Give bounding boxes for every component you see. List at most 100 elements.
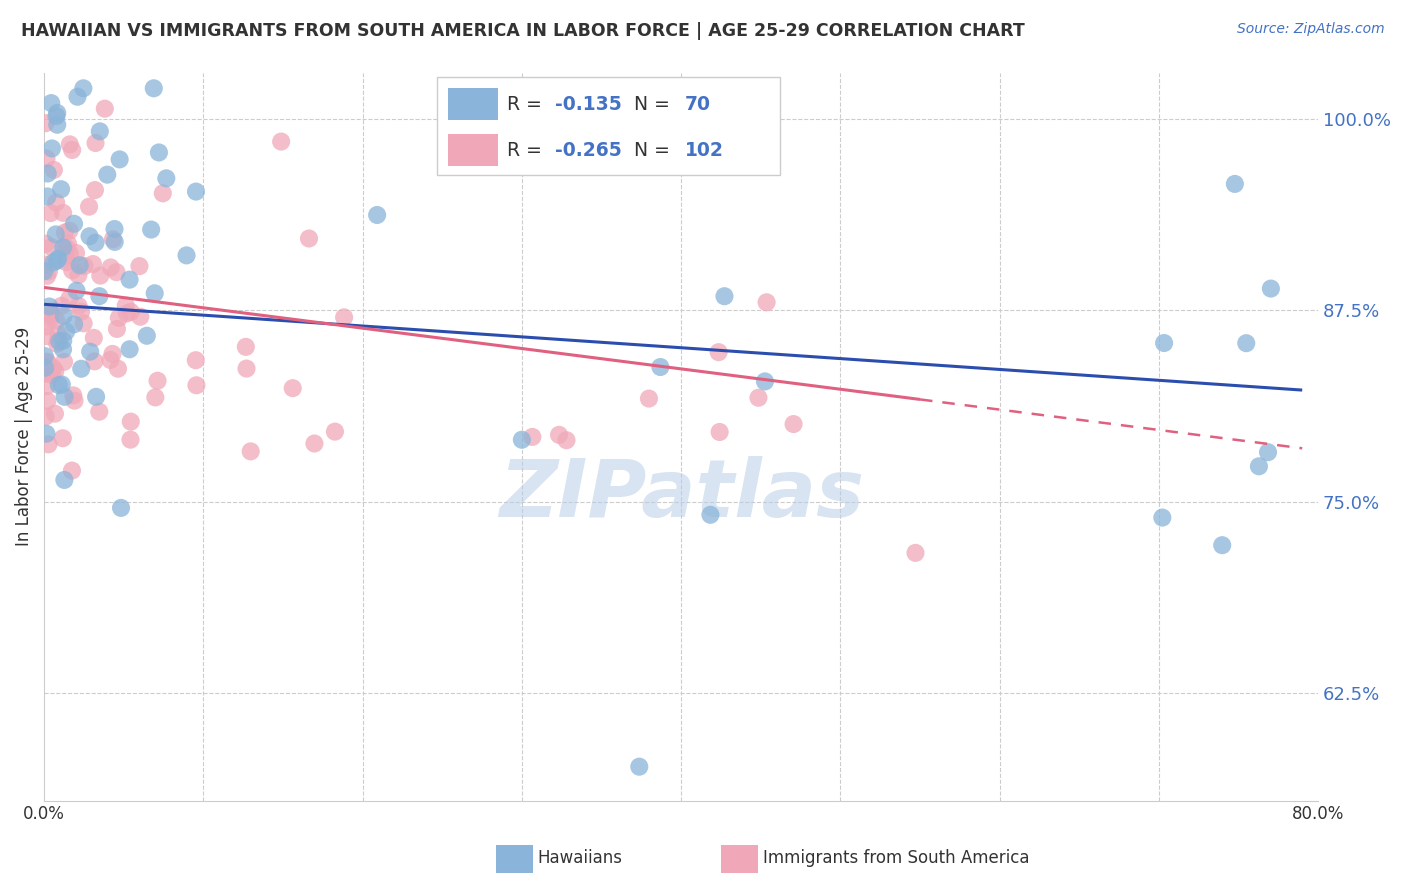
Text: 70: 70	[685, 95, 711, 113]
Point	[35, 426, 58, 441]
Point	[69, 258, 91, 272]
Point	[35, 236, 58, 251]
Point	[46, 252, 69, 266]
Point	[62, 388, 84, 402]
Point	[128, 259, 150, 273]
Point	[904, 546, 927, 560]
Point	[52, 431, 75, 445]
Point	[35, 409, 58, 424]
Point	[52, 240, 75, 254]
Point	[53, 390, 76, 404]
Point	[77, 200, 100, 214]
Point	[56, 236, 79, 251]
Point	[46, 326, 69, 341]
Text: Hawaiians: Hawaiians	[537, 849, 621, 867]
Text: R =: R =	[506, 141, 547, 160]
Point	[37, 166, 59, 180]
Point	[53, 226, 76, 240]
Point	[55, 241, 77, 255]
Point	[100, 260, 122, 275]
Point	[89, 289, 111, 303]
Point	[79, 344, 101, 359]
Point	[49, 182, 72, 196]
Point	[51, 299, 73, 313]
Point	[510, 433, 533, 447]
Text: HAWAIIAN VS IMMIGRANTS FROM SOUTH AMERICA IN LABOR FORCE | AGE 25-29 CORRELATION: HAWAIIAN VS IMMIGRANTS FROM SOUTH AMERIC…	[21, 22, 1025, 40]
Point	[59, 137, 82, 152]
Text: 102: 102	[685, 141, 724, 160]
Point	[782, 417, 804, 431]
Text: -0.135: -0.135	[555, 95, 621, 113]
Point	[72, 81, 94, 95]
Point	[107, 361, 129, 376]
Point	[46, 253, 69, 268]
Text: Source: ZipAtlas.com: Source: ZipAtlas.com	[1237, 22, 1385, 37]
Point	[63, 217, 86, 231]
Point	[94, 102, 117, 116]
Point	[1211, 538, 1233, 552]
Point	[41, 240, 63, 254]
Point	[39, 96, 62, 111]
Point	[63, 393, 86, 408]
Point	[270, 135, 292, 149]
Point	[46, 106, 69, 120]
Point	[42, 162, 65, 177]
Point	[58, 292, 80, 306]
Point	[72, 316, 94, 330]
Point	[37, 394, 59, 409]
Point	[104, 235, 127, 249]
Point	[548, 427, 571, 442]
Point	[555, 433, 578, 447]
Point	[155, 171, 177, 186]
Point	[55, 255, 77, 269]
Point	[63, 318, 86, 332]
Point	[143, 391, 166, 405]
Point	[281, 381, 304, 395]
Point	[34, 360, 56, 375]
FancyBboxPatch shape	[436, 77, 780, 175]
Point	[48, 378, 70, 392]
Text: N =: N =	[634, 141, 676, 160]
Point	[239, 444, 262, 458]
Point	[65, 284, 87, 298]
Point	[298, 231, 321, 245]
Point	[118, 343, 141, 357]
Point	[67, 299, 90, 313]
Point	[699, 508, 721, 522]
Point	[35, 319, 58, 334]
Point	[152, 186, 174, 201]
Text: R =: R =	[506, 95, 547, 113]
Point	[70, 361, 93, 376]
Point	[89, 124, 111, 138]
Point	[650, 359, 672, 374]
Point	[1260, 282, 1282, 296]
Point	[35, 116, 58, 130]
Point	[110, 500, 132, 515]
Point	[42, 255, 65, 269]
Text: Immigrants from South America: Immigrants from South America	[763, 849, 1031, 867]
Point	[142, 81, 165, 95]
Point	[66, 89, 89, 103]
Point	[37, 356, 59, 370]
Point	[120, 415, 142, 429]
Point	[522, 430, 544, 444]
Point	[67, 268, 90, 282]
Point	[46, 118, 69, 132]
FancyBboxPatch shape	[449, 88, 498, 120]
Point	[323, 425, 346, 439]
Point	[35, 367, 58, 381]
Point	[60, 263, 83, 277]
Point	[38, 264, 60, 278]
FancyBboxPatch shape	[449, 135, 498, 166]
Point	[754, 375, 776, 389]
Point	[39, 308, 62, 322]
Point	[55, 325, 77, 339]
Point	[60, 143, 83, 157]
Point	[108, 310, 131, 325]
Point	[1223, 177, 1246, 191]
Point	[39, 304, 62, 318]
Point	[34, 264, 56, 278]
Point	[37, 189, 59, 203]
Point	[105, 322, 128, 336]
Point	[120, 305, 142, 319]
